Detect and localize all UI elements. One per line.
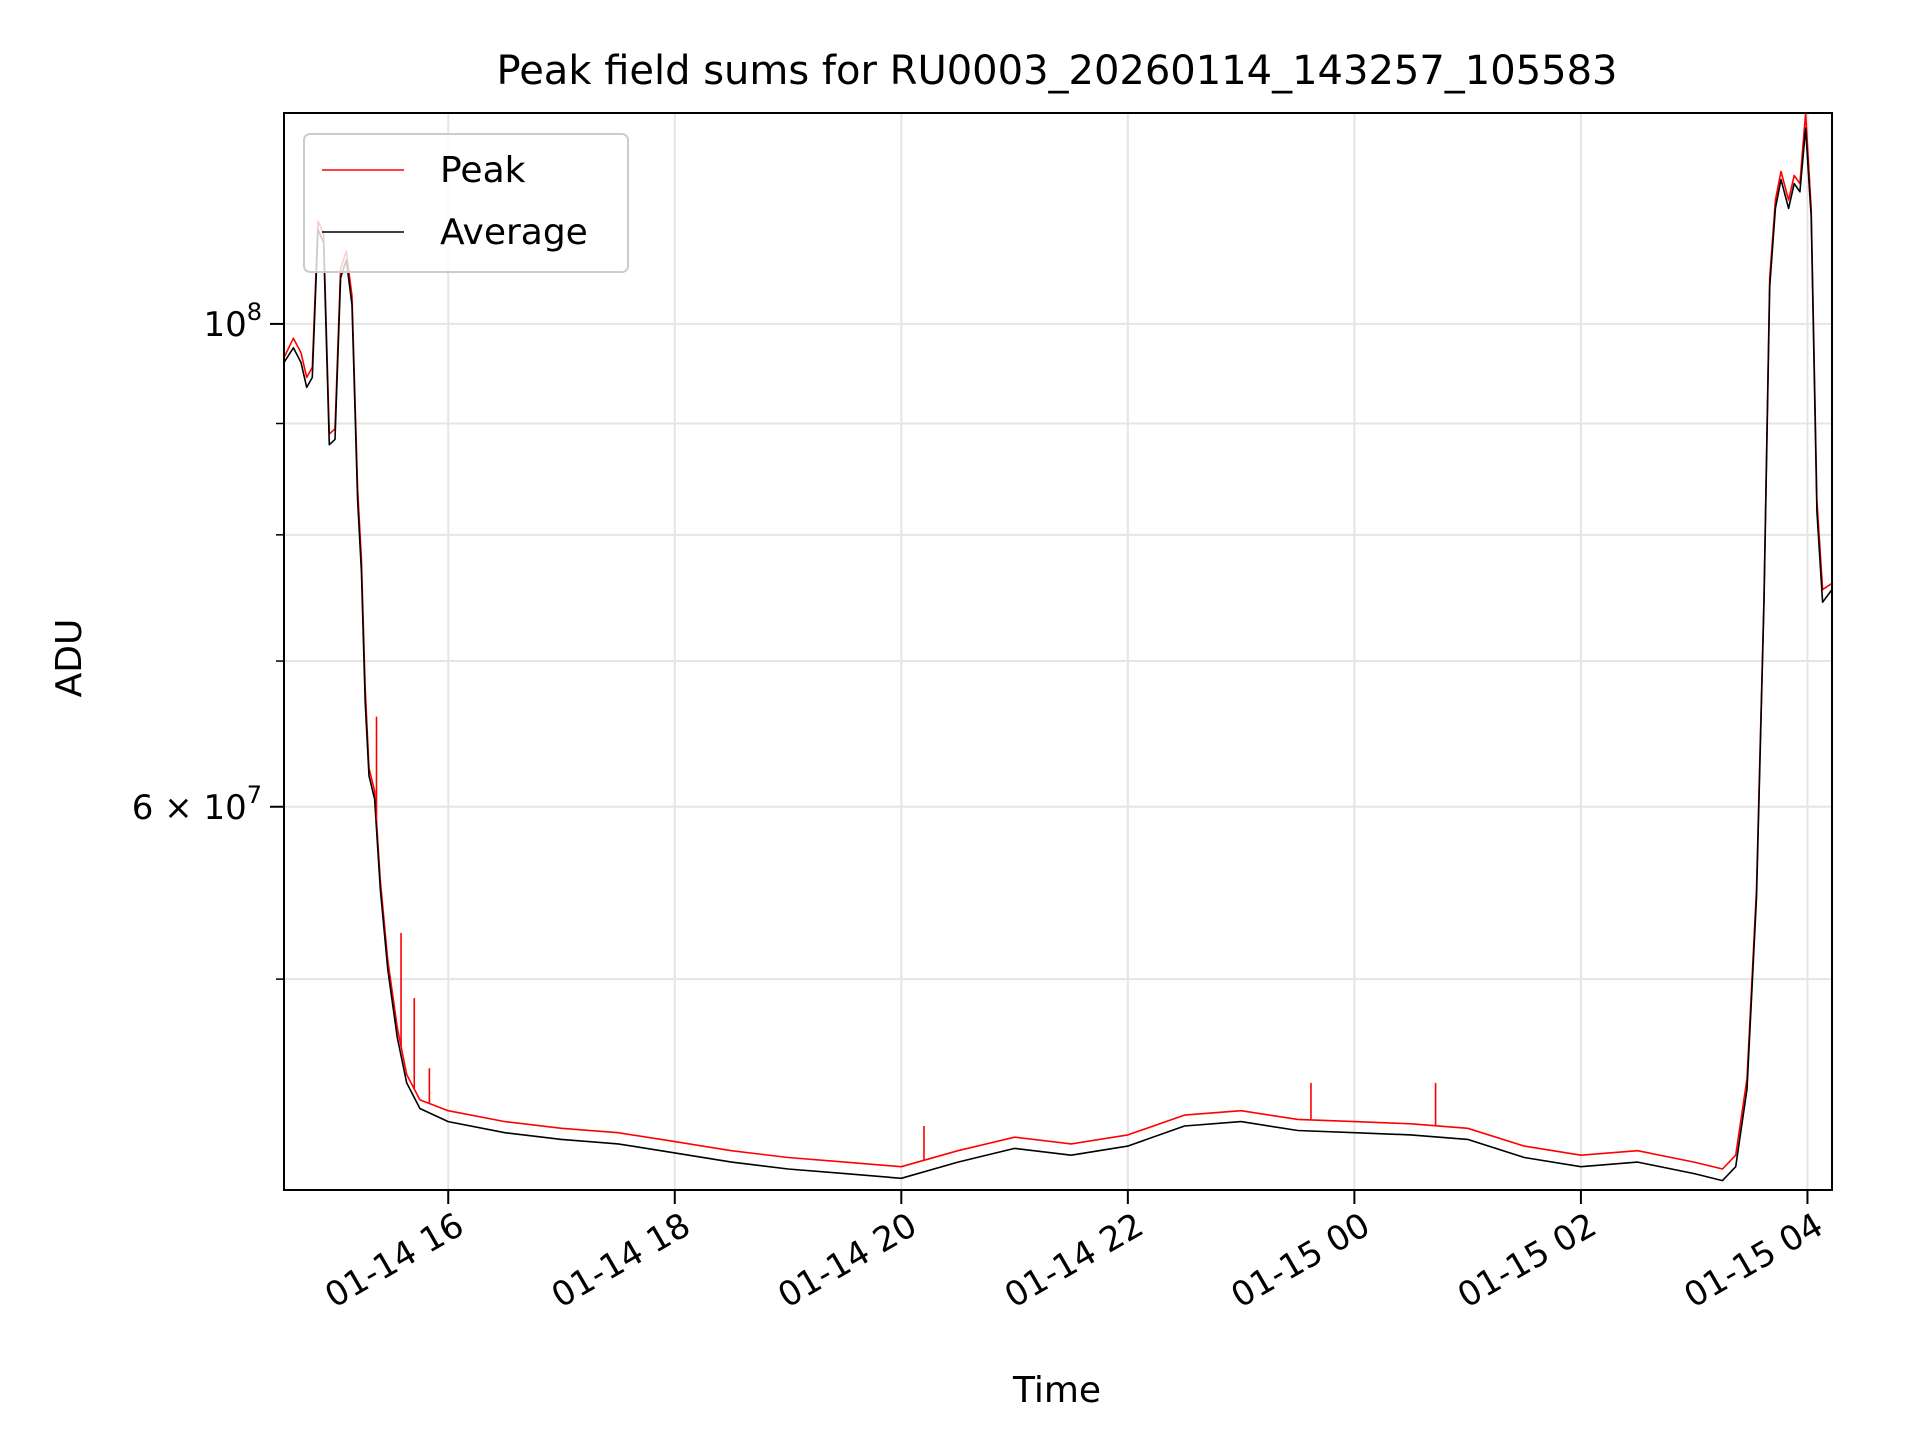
grid-lines — [284, 113, 1832, 1190]
legend-box — [303, 133, 629, 273]
legend-label-average: Average — [440, 212, 588, 253]
plot-frame — [283, 112, 1833, 1191]
y-tick-label: 6 × 107 — [132, 781, 262, 828]
y-tick-label: 108 — [203, 298, 262, 345]
y-axis-ticks: 108 6 × 107 — [132, 298, 284, 980]
legend: Peak Average — [303, 133, 629, 273]
chart-title: Peak field sums for RU0003_20260114_1432… — [497, 48, 1618, 94]
legend-label-peak: Peak — [440, 150, 526, 191]
x-axis-label: Time — [1012, 1370, 1101, 1411]
y-axis-label: ADU — [49, 619, 90, 698]
